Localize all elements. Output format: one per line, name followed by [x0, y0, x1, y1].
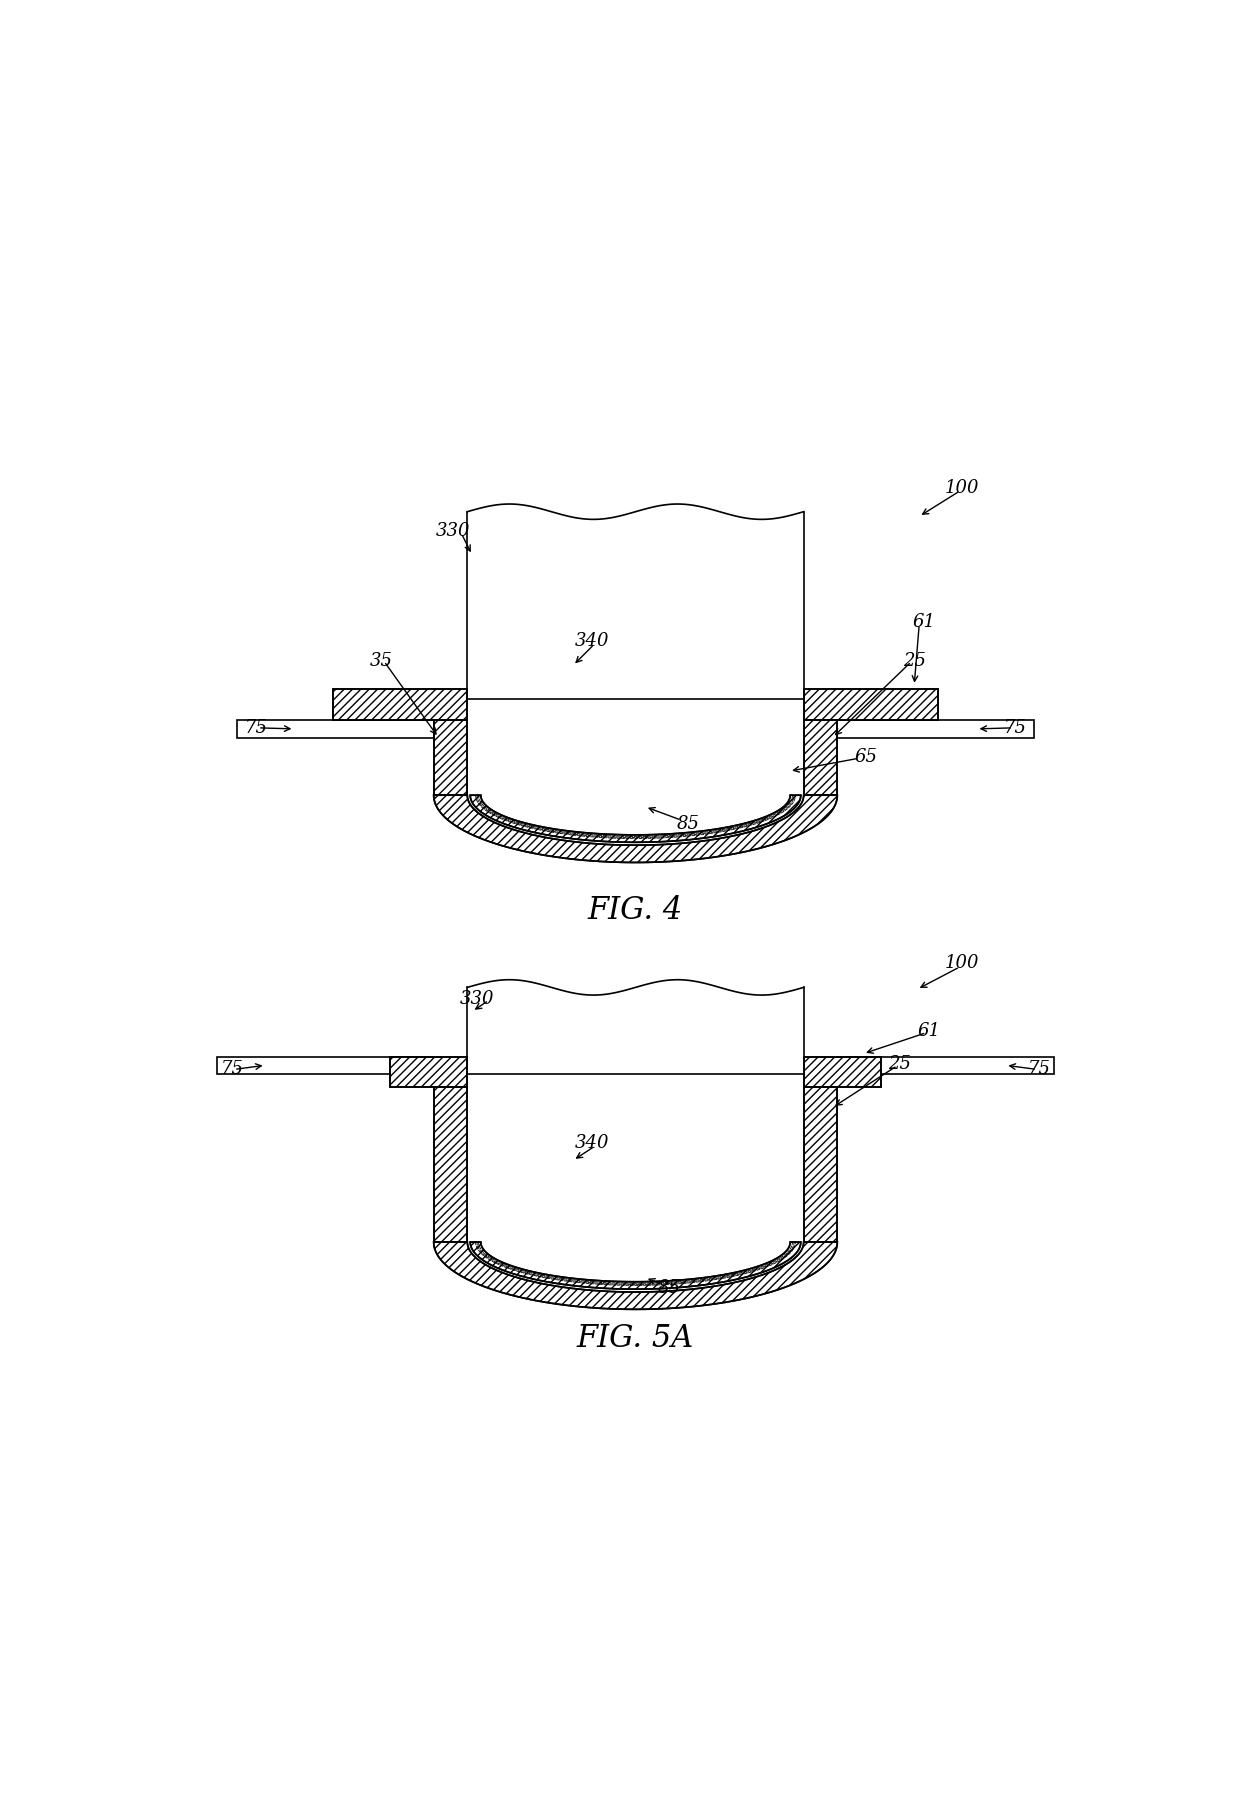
Bar	[434, 719, 467, 795]
Text: 25: 25	[888, 1055, 911, 1073]
Polygon shape	[467, 1242, 804, 1293]
Polygon shape	[467, 505, 804, 700]
Polygon shape	[434, 795, 837, 862]
Text: 330: 330	[435, 521, 470, 539]
Bar	[332, 689, 467, 719]
Bar	[434, 1087, 467, 1242]
Text: FIG. 4: FIG. 4	[588, 894, 683, 927]
Bar	[804, 689, 939, 719]
Bar	[837, 719, 1034, 737]
Polygon shape	[470, 1242, 801, 1289]
Bar	[424, 1048, 847, 1320]
Bar	[804, 719, 837, 795]
Text: 75: 75	[244, 719, 268, 737]
Bar	[217, 1057, 434, 1075]
Text: FIG. 5A: FIG. 5A	[577, 1323, 694, 1354]
Text: 75: 75	[1003, 719, 1027, 737]
Text: 100: 100	[945, 478, 980, 496]
Text: 75: 75	[221, 1060, 243, 1078]
Bar	[332, 689, 467, 719]
Polygon shape	[467, 979, 804, 1075]
Polygon shape	[470, 795, 801, 842]
Bar	[391, 1057, 467, 1087]
Text: 100: 100	[945, 954, 980, 972]
Text: 85: 85	[657, 1278, 681, 1296]
Bar	[434, 719, 467, 795]
Text: 61: 61	[918, 1022, 940, 1040]
Bar	[804, 689, 939, 719]
Text: 340: 340	[575, 1134, 610, 1152]
Bar	[424, 680, 847, 873]
Text: 85: 85	[677, 815, 699, 833]
Bar	[804, 1087, 837, 1242]
Bar	[804, 1057, 880, 1087]
Polygon shape	[467, 795, 804, 846]
Text: 25: 25	[903, 651, 926, 669]
Bar	[332, 689, 467, 719]
Text: 61: 61	[913, 613, 935, 631]
Text: 340: 340	[575, 633, 610, 651]
Bar	[804, 689, 939, 719]
Bar	[837, 1057, 1054, 1075]
Bar	[434, 1087, 467, 1242]
Text: 65: 65	[854, 748, 878, 766]
Polygon shape	[434, 1242, 837, 1309]
Bar	[804, 719, 837, 795]
Bar	[804, 719, 837, 795]
Bar	[804, 1057, 880, 1087]
Bar	[804, 1087, 837, 1242]
Bar	[804, 1087, 837, 1242]
Bar	[391, 1057, 467, 1087]
Bar	[434, 1087, 467, 1242]
Text: 35: 35	[370, 651, 392, 669]
Bar	[391, 1057, 467, 1087]
Text: 330: 330	[460, 990, 495, 1008]
Bar	[804, 1057, 880, 1087]
Bar	[434, 719, 467, 795]
Bar	[237, 719, 434, 737]
Text: 75: 75	[1028, 1060, 1050, 1078]
